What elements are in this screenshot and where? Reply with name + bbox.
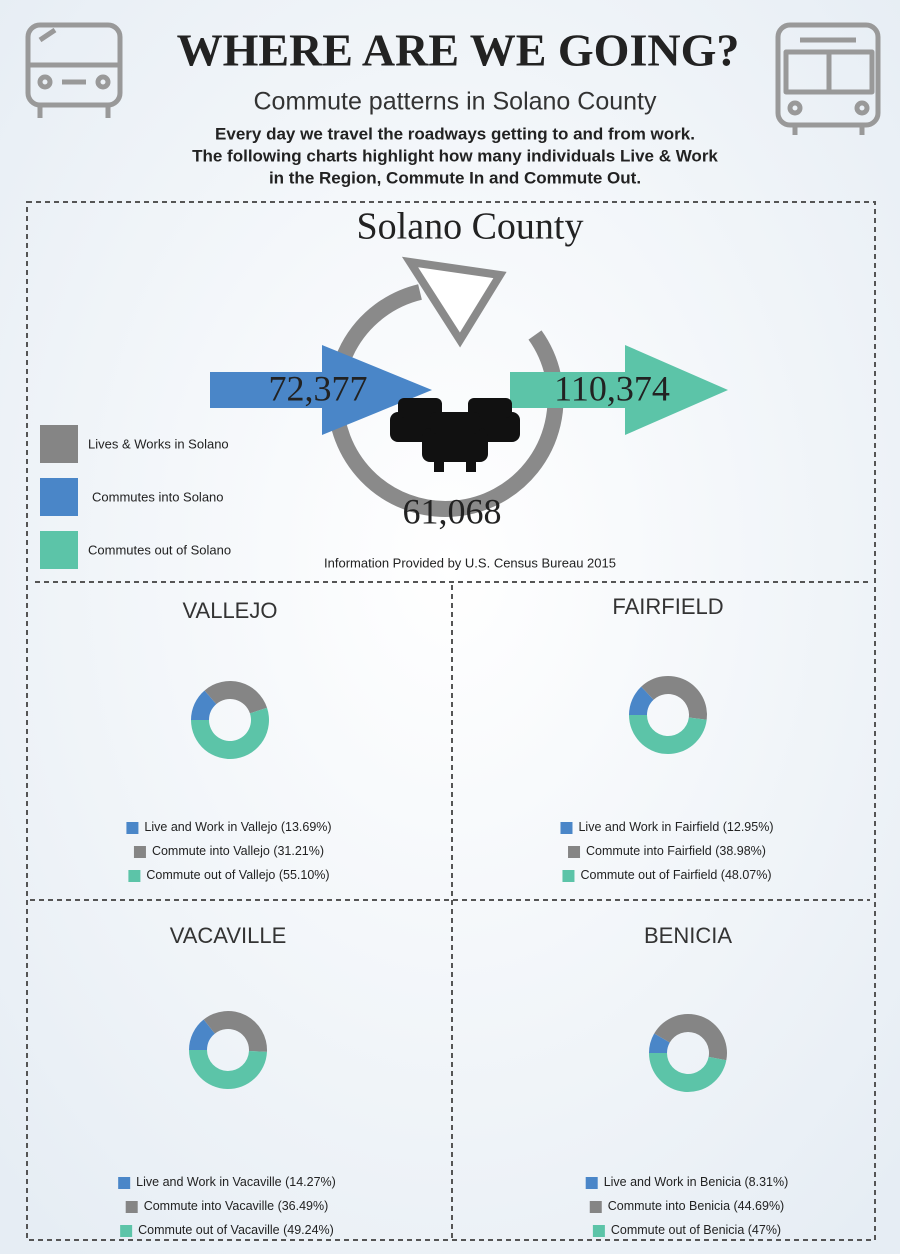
chart-title: BENICIA: [644, 923, 732, 948]
description: Every day we travel the roadways getting…: [215, 124, 695, 143]
legend-swatch: [560, 822, 572, 834]
legend-entry: Commute into Benicia (44.69%): [608, 1199, 784, 1213]
legend-label: Lives & Works in Solano: [88, 436, 229, 451]
legend-value: (38.98%): [712, 844, 766, 858]
legend-swatch: [590, 1201, 602, 1213]
legend-entry: Commute out of Vacaville (49.24%): [138, 1223, 334, 1237]
legend-label: Commute out of Benicia: [611, 1223, 744, 1237]
legend-entry: Live and Work in Vacaville (14.27%): [136, 1175, 336, 1189]
legend-entry: Commute into Fairfield (38.98%): [586, 844, 766, 858]
legend-swatch: [134, 846, 146, 858]
legend-value: (48.07%): [717, 868, 771, 882]
summary-legend: Lives & Works in Solano Commutes into Sol…: [40, 425, 231, 569]
legend-label: Live and Work in Vacaville: [136, 1175, 281, 1189]
legend-label: Commutes into Solano: [92, 489, 224, 504]
legend-entry: Live and Work in Benicia (8.31%): [604, 1175, 789, 1189]
legend-entry: Commute into Vacaville (36.49%): [144, 1199, 329, 1213]
legend-label: Live and Work in Benicia: [604, 1175, 741, 1189]
legend-entry: Commute into Vallejo (31.21%): [152, 844, 324, 858]
chart-title: VACAVILLE: [170, 923, 287, 948]
legend-value: (55.10%): [275, 868, 329, 882]
legend-entry: Commute out of Benicia (47%): [611, 1223, 781, 1237]
legend-entry: Commute out of Vallejo (55.10%): [146, 868, 329, 882]
chart-title: VALLEJO: [183, 598, 278, 623]
legend-label: Commute into Vallejo: [152, 844, 270, 858]
legend-swatch: [40, 425, 78, 463]
subtitle: Commute patterns in Solano County: [254, 88, 657, 116]
description: in the Region, Commute In and Commute Ou…: [269, 168, 641, 187]
legend-swatch: [118, 1177, 130, 1189]
description: The following charts highlight how many …: [192, 146, 718, 165]
legend-swatch: [568, 846, 580, 858]
legend-label: Commute out of Vacaville: [138, 1223, 280, 1237]
legend-entry: Commute out of Fairfield (48.07%): [580, 868, 771, 882]
legend-value: (13.69%): [277, 820, 331, 834]
commute-in-value: 72,377: [269, 368, 368, 408]
chart-title: FAIRFIELD: [612, 594, 723, 619]
title: WHERE ARE WE GOING?: [177, 25, 740, 76]
legend-label: Live and Work in Vallejo: [144, 820, 277, 834]
legend-swatch: [562, 870, 574, 882]
legend-label: Commute into Fairfield: [586, 844, 712, 858]
legend-value: (14.27%): [282, 1175, 336, 1189]
legend-swatch: [126, 1201, 138, 1213]
legend-value: (44.69%): [730, 1199, 784, 1213]
legend-swatch: [128, 870, 140, 882]
source: Information Provided by U.S. Census Bure…: [324, 555, 616, 570]
legend-label: Commutes out of Solano: [88, 542, 231, 557]
legend-label: Live and Work in Fairfield: [578, 820, 719, 834]
page: WHERE ARE WE GOING? Commute patterns in …: [0, 0, 900, 1254]
commute-out-value: 110,374: [554, 368, 670, 408]
legend-label: Commute into Vacaville: [144, 1199, 274, 1213]
legend-value: (12.95%): [719, 820, 773, 834]
legend-value: (31.21%): [270, 844, 324, 858]
legend-label: Commute into Benicia: [608, 1199, 730, 1213]
infographic: WHERE ARE WE GOING? Commute patterns in …: [0, 0, 900, 1254]
legend-swatch: [40, 531, 78, 569]
legend-value: (36.49%): [274, 1199, 328, 1213]
legend-value: (47%): [744, 1223, 781, 1237]
legend-swatch: [593, 1225, 605, 1237]
live-work-value: 61,068: [403, 491, 502, 531]
legend-swatch: [120, 1225, 132, 1237]
legend-label: Commute out of Vallejo: [146, 868, 275, 882]
summary-title: Solano County: [357, 206, 584, 248]
legend-swatch: [40, 478, 78, 516]
legend-swatch: [126, 822, 138, 834]
legend-label: Commute out of Fairfield: [580, 868, 717, 882]
legend-entry: Live and Work in Fairfield (12.95%): [578, 820, 773, 834]
legend-value: (49.24%): [280, 1223, 334, 1237]
legend-swatch: [586, 1177, 598, 1189]
legend-value: (8.31%): [741, 1175, 788, 1189]
background: [0, 0, 900, 1254]
legend-entry: Live and Work in Vallejo (13.69%): [144, 820, 331, 834]
